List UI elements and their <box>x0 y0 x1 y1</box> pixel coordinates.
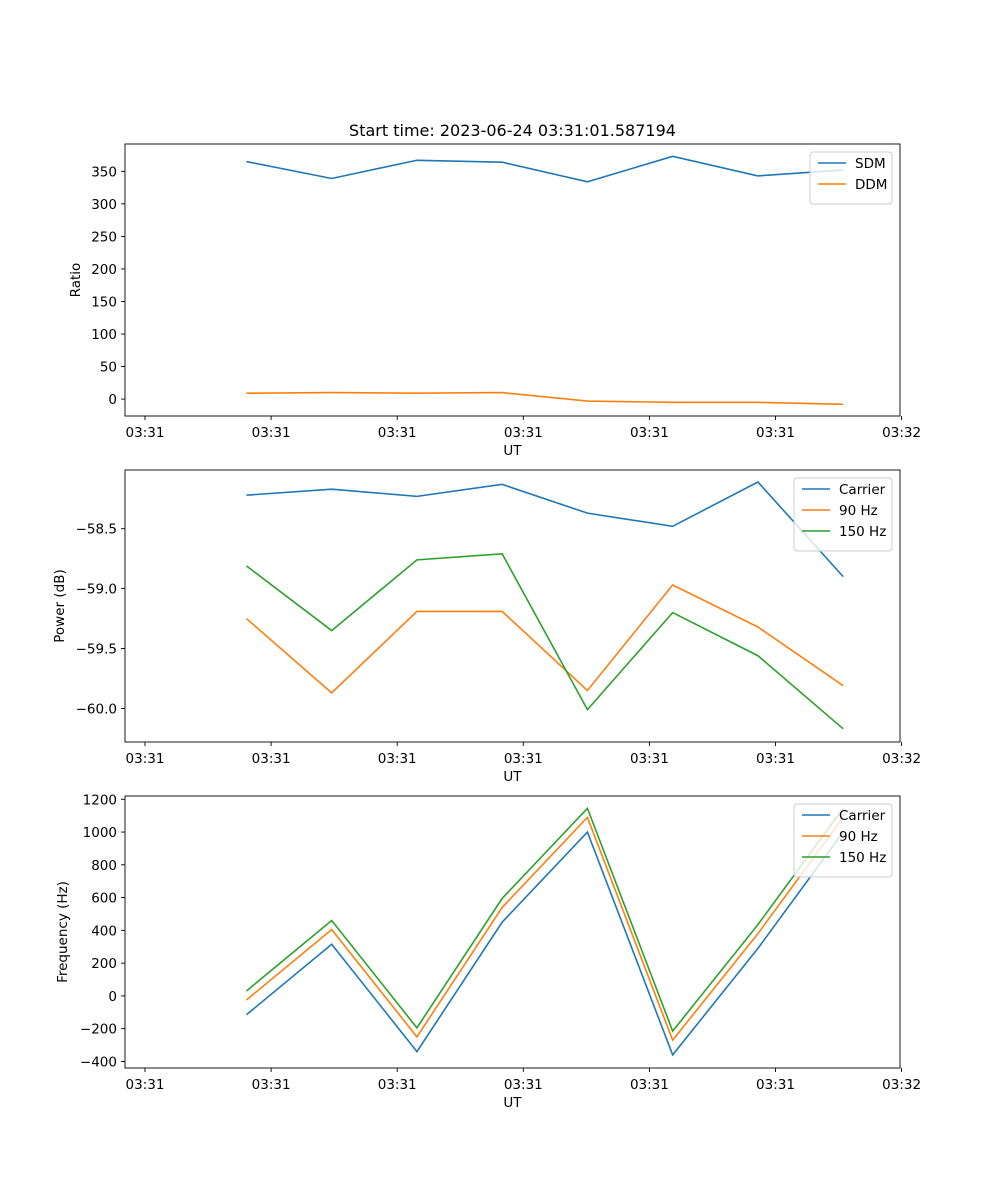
axes-frame <box>124 469 901 743</box>
series-line-ddm <box>246 391 844 406</box>
y-tick-label: −59.5 <box>76 642 117 658</box>
x-tick-label: 03:31 <box>756 751 795 767</box>
x-tick-label: 03:31 <box>504 751 543 767</box>
y-tick-label: 200 <box>91 262 117 278</box>
y-axis-label: Power (dB) <box>52 569 68 642</box>
y-axis-label: Frequency (Hz) <box>55 881 71 983</box>
y-tick-label: 250 <box>91 229 117 245</box>
x-tick-label: 03:32 <box>882 425 921 441</box>
legend-label: 150 Hz <box>839 524 886 540</box>
x-tick-label: 03:31 <box>378 751 417 767</box>
subplot-2: 03:31 03:31 03:31 03:31 03:31 03:31 03:32 −60.0… <box>52 469 921 785</box>
x-axis-label: UT <box>503 769 522 785</box>
y-tick-label: 200 <box>91 956 117 972</box>
series-line-90-hz <box>245 584 844 694</box>
y-tick-label: 50 <box>100 360 117 376</box>
legend: Carrier 90 Hz 150 Hz <box>793 803 893 878</box>
x-tick-label: 03:31 <box>504 425 543 441</box>
legend-box <box>809 151 893 205</box>
x-tick-label: 03:31 <box>252 425 291 441</box>
y-tick-label: 0 <box>108 989 117 1005</box>
legend-box <box>793 477 893 552</box>
series-line-150-hz <box>245 806 844 1033</box>
legend: Carrier 90 Hz 150 Hz <box>793 477 893 552</box>
x-axis-label: UT <box>503 443 522 459</box>
x-tick-label: 03:31 <box>252 1077 291 1093</box>
x-tick-label: 03:31 <box>756 425 795 441</box>
subplot-3: 03:31 03:31 03:31 03:31 03:31 03:31 03:32 −400 −… <box>55 792 921 1111</box>
y-tick-label: 1000 <box>83 825 117 841</box>
y-tick-label: 800 <box>91 858 117 874</box>
y-tick-label: −60.0 <box>76 701 117 717</box>
y-tick-label: −200 <box>80 1022 117 1038</box>
axes-frame <box>124 795 901 1069</box>
y-tick-label: 300 <box>91 197 117 213</box>
legend-label: 90 Hz <box>839 829 878 845</box>
x-tick-label: 03:31 <box>756 1077 795 1093</box>
legend-label: DDM <box>855 177 887 193</box>
chart-title: Start time: 2023-06-24 03:31:01.587194 <box>349 121 676 140</box>
series-line-sdm <box>246 155 844 183</box>
x-tick-label: 03:31 <box>126 425 165 441</box>
x-tick-label: 03:31 <box>252 751 291 767</box>
x-tick-label: 03:32 <box>882 1077 921 1093</box>
legend-box <box>793 803 893 878</box>
legend-label: Carrier <box>839 808 886 824</box>
x-tick-label: 03:31 <box>630 751 669 767</box>
x-tick-label: 03:31 <box>378 425 417 441</box>
y-axis-label: Ratio <box>68 263 84 298</box>
y-tick-label: −400 <box>80 1054 117 1070</box>
legend-label: 90 Hz <box>839 503 878 519</box>
y-tick-label: 100 <box>91 327 117 343</box>
legend-label: 150 Hz <box>839 850 886 866</box>
axes-frame <box>124 143 901 417</box>
y-tick-label: −59.0 <box>76 582 117 598</box>
legend-label: SDM <box>855 156 886 172</box>
subplot-1: 03:31 03:31 03:31 03:31 03:31 03:31 03:32 0 50 10… <box>68 143 921 459</box>
x-axis-label: UT <box>503 1095 522 1111</box>
y-tick-label: 150 <box>91 294 117 310</box>
x-tick-label: 03:31 <box>126 1077 165 1093</box>
x-tick-label: 03:32 <box>882 751 921 767</box>
series-line-carrier <box>246 480 844 578</box>
x-tick-label: 03:31 <box>378 1077 417 1093</box>
y-tick-label: 600 <box>91 891 117 907</box>
x-tick-label: 03:31 <box>504 1077 543 1093</box>
y-tick-label: 400 <box>91 923 117 939</box>
y-tick-label: 0 <box>108 392 117 408</box>
series-line-90-hz <box>245 815 844 1042</box>
y-tick-label: 1200 <box>83 792 117 808</box>
legend-label: Carrier <box>839 482 886 498</box>
y-tick-label: 350 <box>91 164 117 180</box>
series-line-carrier <box>245 830 844 1057</box>
x-tick-label: 03:31 <box>630 425 669 441</box>
x-tick-label: 03:31 <box>126 751 165 767</box>
legend: SDM DDM <box>809 151 893 205</box>
series-line-150-hz <box>245 553 844 730</box>
x-tick-label: 03:31 <box>630 1077 669 1093</box>
y-tick-label: −58.5 <box>76 522 117 538</box>
